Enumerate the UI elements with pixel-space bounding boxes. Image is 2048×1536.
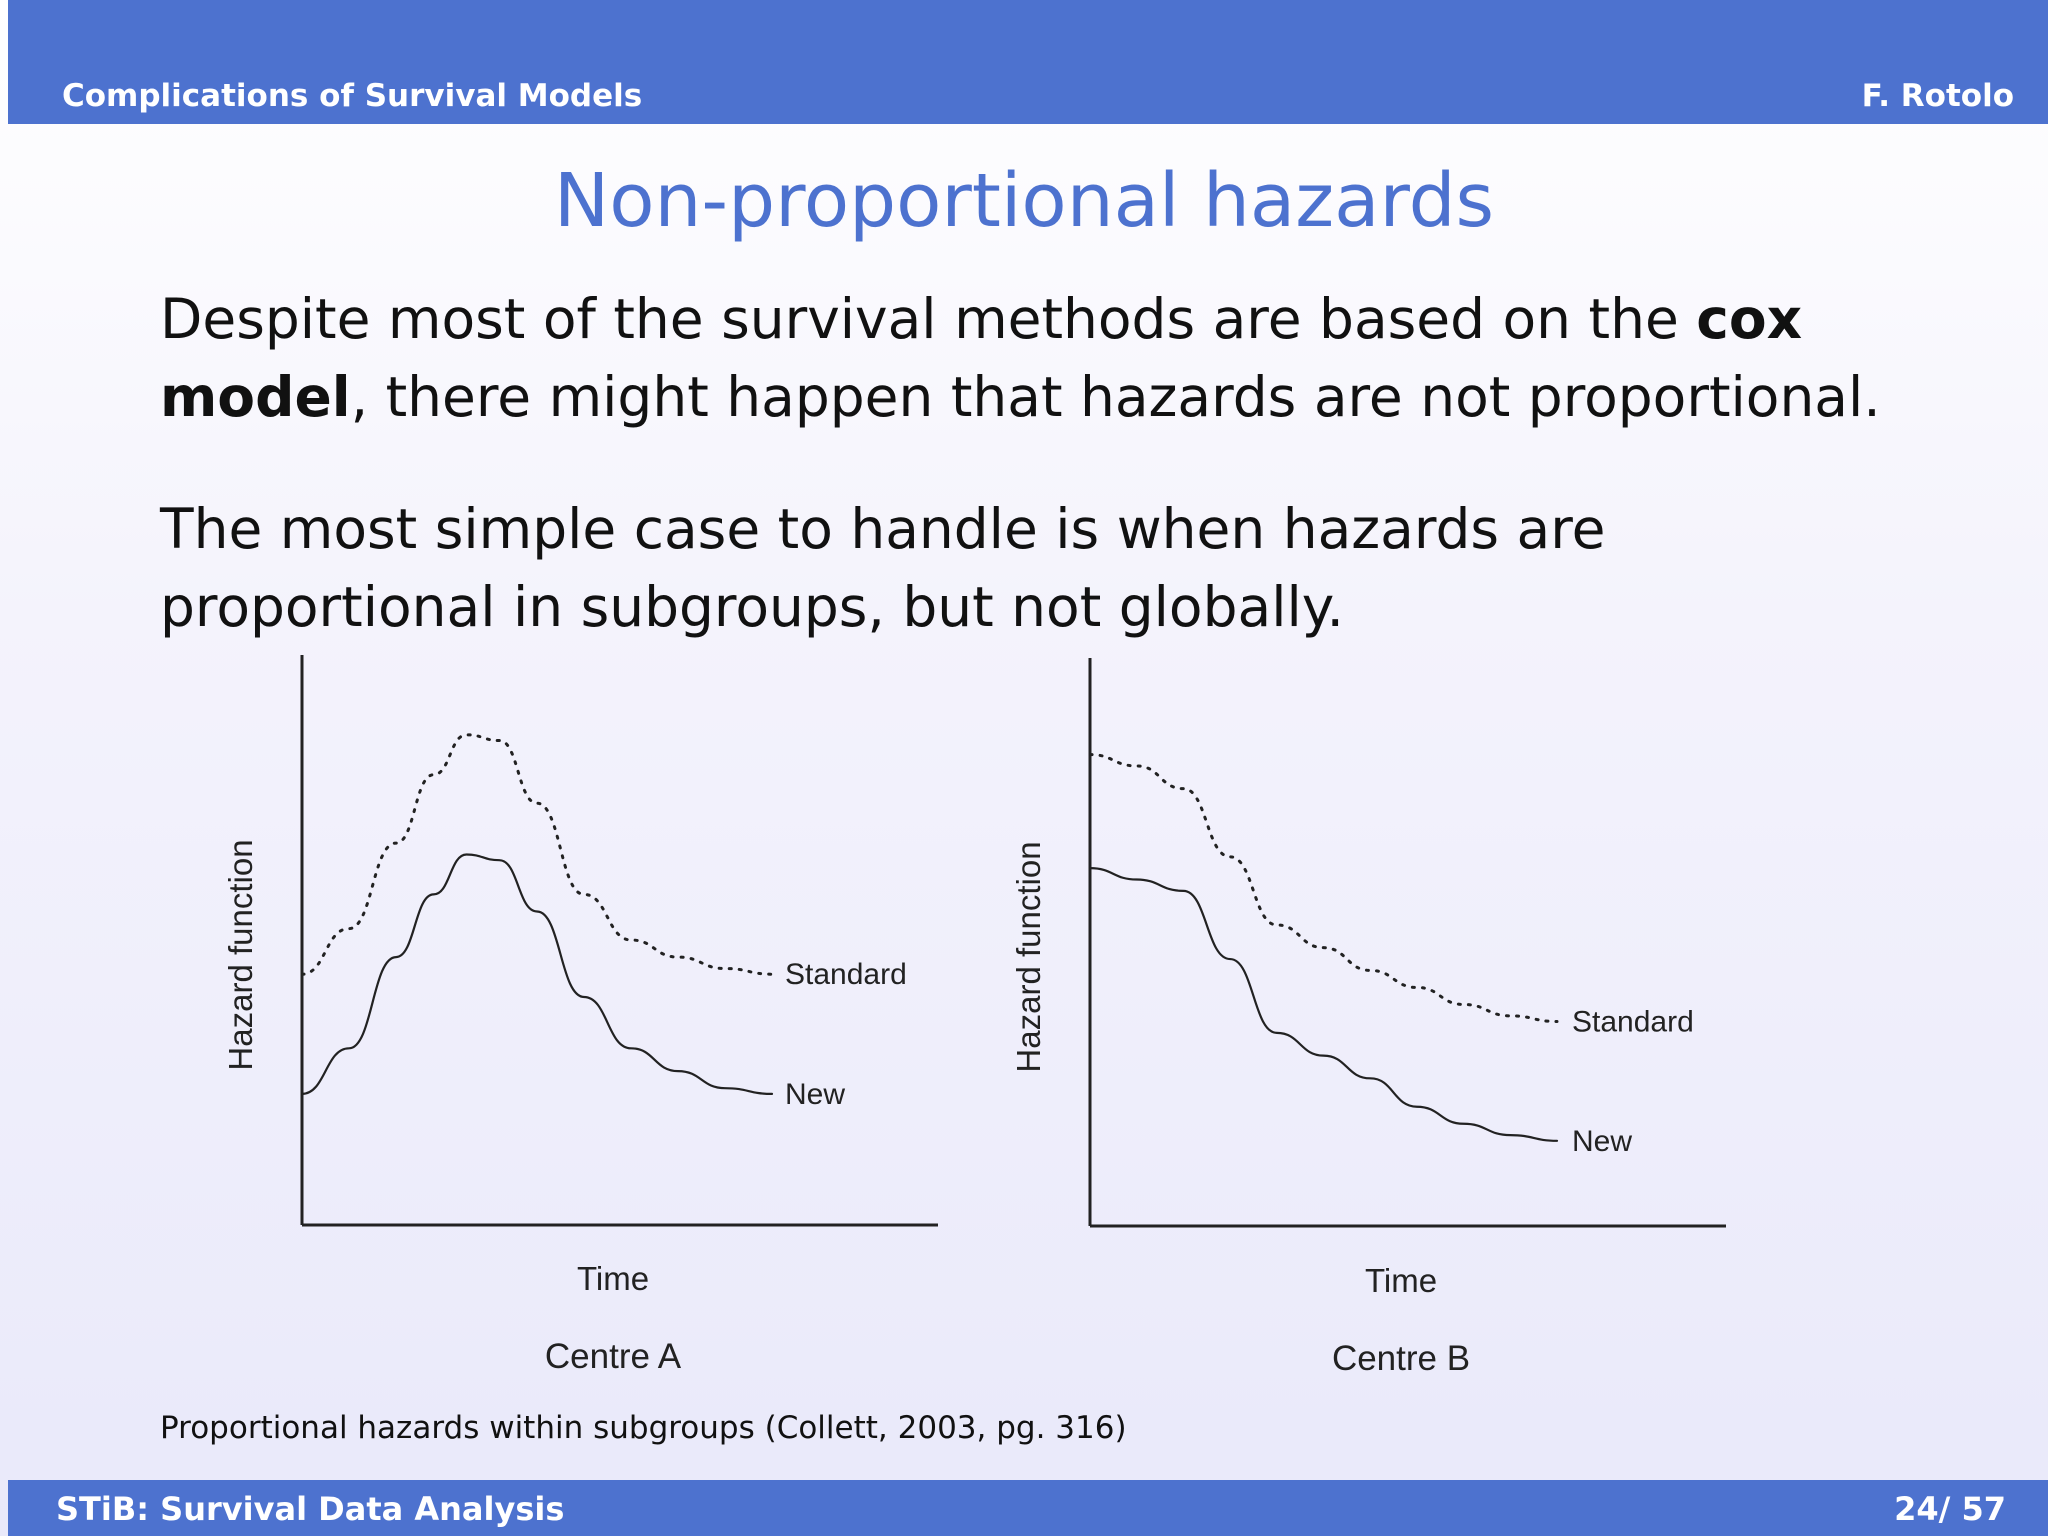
series-line-standard: [1088, 753, 1559, 1024]
figure-caption: Proportional hazards within subgroups (C…: [160, 1410, 1127, 1446]
series-line-new: [1088, 867, 1559, 1142]
page-number: 24/ 57: [1894, 1490, 2006, 1528]
y-axis-label: Hazard function: [1010, 841, 1047, 1072]
x-axis-label: Time: [1365, 1262, 1437, 1299]
series-label-new: New: [1572, 1125, 1632, 1158]
panel-title: Centre B: [1332, 1339, 1470, 1378]
paragraph-1-text-end: , there might happen that hazards are no…: [350, 365, 1881, 429]
series-line-standard: [300, 733, 774, 976]
section-title: Complications of Survival Models: [62, 78, 643, 114]
header-bar: Complications of Survival Models F. Roto…: [8, 0, 2048, 124]
footer-bar: STiB: Survival Data Analysis 24/ 57: [8, 1480, 2048, 1536]
paragraph-1: Despite most of the survival methods are…: [160, 280, 1900, 436]
course-title: STiB: Survival Data Analysis: [56, 1490, 565, 1528]
series-label-new: New: [785, 1078, 845, 1111]
series-label-standard: Standard: [785, 958, 907, 991]
series-label-standard: Standard: [1572, 1006, 1694, 1039]
paragraph-2: The most simple case to handle is when h…: [160, 497, 1606, 639]
panel-title: Centre A: [545, 1337, 682, 1376]
y-axis-label: Hazard function: [222, 839, 259, 1070]
paragraph-1-bold: cox model: [160, 287, 1803, 429]
series-line-new: [300, 853, 774, 1095]
author-name: F. Rotolo: [1861, 78, 2014, 114]
hazard-figure: Standard New Hazard function Time Centre A St…: [222, 655, 1726, 1378]
slide-title: Non-proportional hazards: [553, 158, 1495, 244]
paragraph-1-text: Despite most of the survival methods are…: [160, 287, 1697, 351]
x-axis-label: Time: [577, 1260, 649, 1297]
